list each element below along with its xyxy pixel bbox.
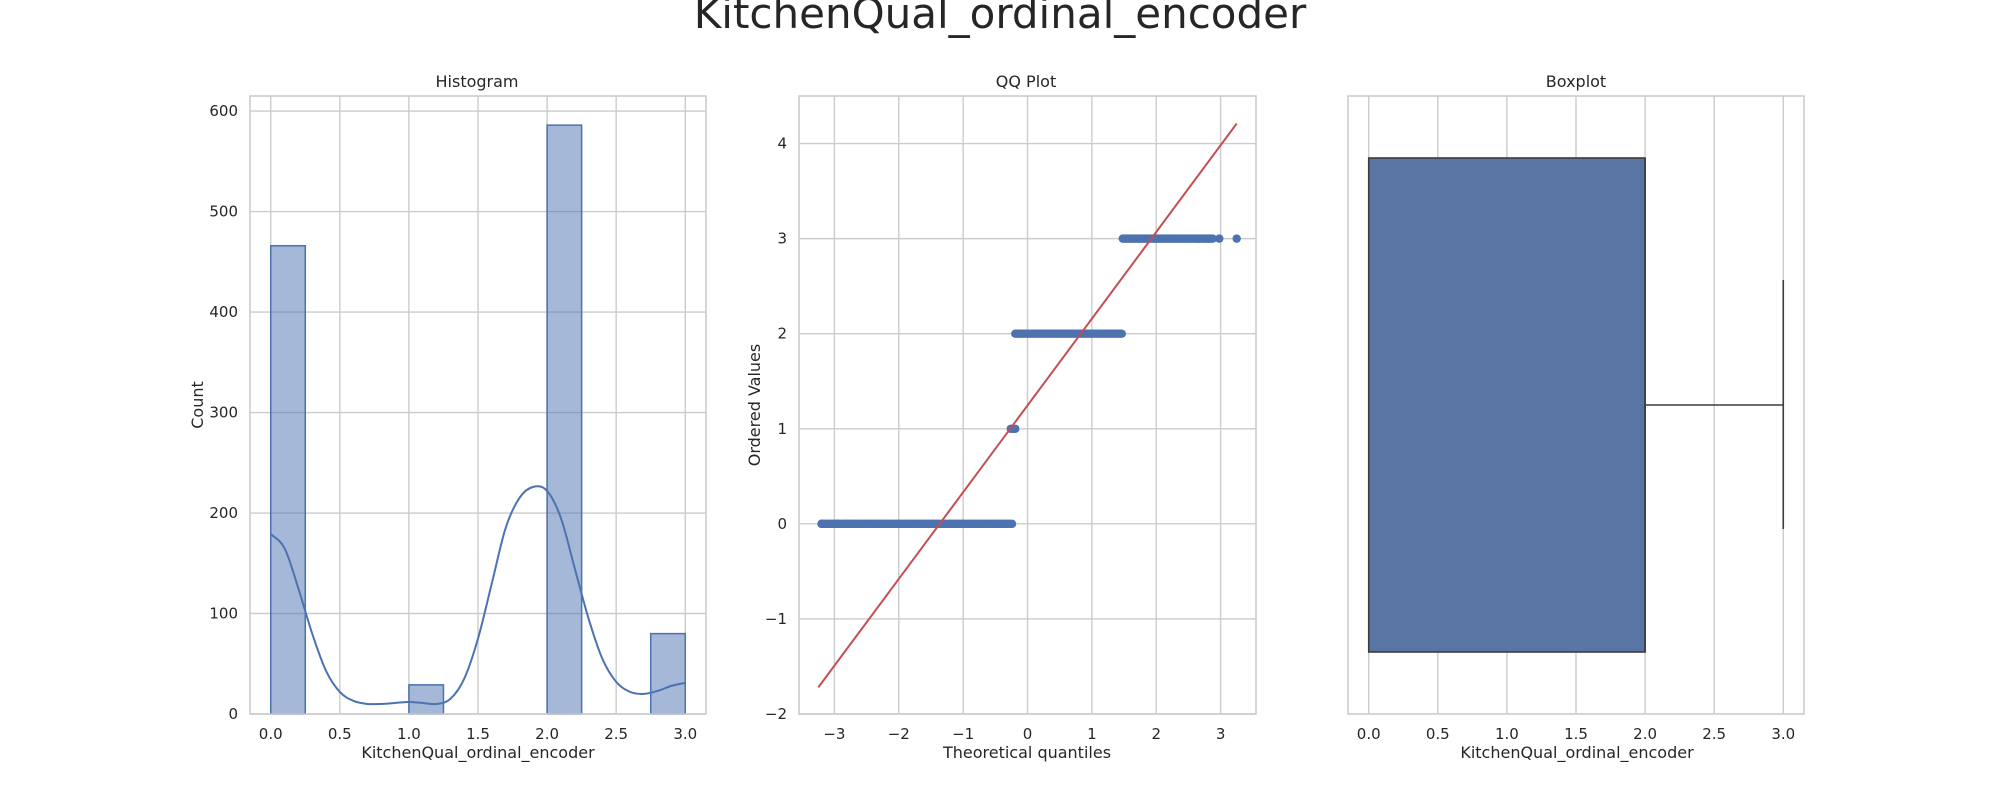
histogram-ticks: 0.0 0.5 1.0 1.5 2.0 2.5 3.0 0 100 200 300 400 500 600 <box>209 102 697 743</box>
qq-plot-xtick-label: −3 <box>823 725 845 743</box>
qq-plot-point <box>833 519 842 529</box>
qq-plot-ytick-label: 3 <box>777 230 787 248</box>
histogram-xtick-label: 3.0 <box>673 725 697 743</box>
qq-plot-panel: QQ Plot −3 −2 −1 0 1 2 3 −2 −1 0 1 2 3 4 Theoretical … <box>745 72 1257 762</box>
histogram-xtick-label: 0.5 <box>328 725 352 743</box>
histogram-ylabel: Count <box>188 381 207 429</box>
qq-plot-xtick-label: 3 <box>1216 725 1226 743</box>
boxplot-xtick-label: 1.0 <box>1495 725 1519 743</box>
qq-plot-ytick-label: 4 <box>777 135 787 153</box>
histogram-frame <box>249 95 707 715</box>
qq-plot-title: QQ Plot <box>996 72 1056 91</box>
qq-plot-xtick-label: 1 <box>1087 725 1097 743</box>
histogram-ytick-label: 0 <box>228 705 238 723</box>
histogram-xtick-label: 1.0 <box>397 725 421 743</box>
histogram-xlabel: KitchenQual_ordinal_encoder <box>361 743 595 763</box>
histogram-bar <box>546 124 583 715</box>
qq-plot-point <box>843 519 852 529</box>
boxplot-frame <box>1347 95 1805 715</box>
qq-plot-point <box>1203 234 1212 243</box>
qq-plot-ticks: −3 −2 −1 0 1 2 3 −2 −1 0 1 2 3 4 <box>765 135 1225 743</box>
boxplot-title: Boxplot <box>1546 72 1606 91</box>
histogram-bars <box>269 124 687 715</box>
qq-plot-point <box>1193 234 1203 243</box>
boxplot-xtick-label: 0.5 <box>1426 725 1450 743</box>
qq-plot-xtick-label: −1 <box>952 725 974 743</box>
qq-plot-ytick-label: −2 <box>765 705 787 723</box>
histogram-ytick-label: 600 <box>209 102 238 120</box>
qq-plot-point <box>1232 234 1241 243</box>
qq-plot-xtick-label: −2 <box>888 725 910 743</box>
qq-plot-fit-line <box>817 122 1238 688</box>
qq-plot-points <box>817 234 1241 529</box>
qq-plot-ytick-label: −1 <box>765 610 787 628</box>
qq-plot-xtick-label: 2 <box>1151 725 1161 743</box>
boxplot-xtick-label: 0.0 <box>1357 725 1381 743</box>
histogram-bar <box>649 632 687 715</box>
histogram-panel: Histogram 0.0 0.5 1.0 1.5 2.0 2.5 3.0 0 100 200 30… <box>188 72 707 763</box>
histogram-ytick-label: 200 <box>209 504 238 522</box>
qq-plot-point <box>817 519 826 529</box>
histogram-bar <box>408 684 445 715</box>
qq-plot-frame <box>798 95 1257 715</box>
qq-plot-point <box>1117 329 1126 338</box>
boxplot-xlabel: KitchenQual_ordinal_encoder <box>1460 743 1694 763</box>
boxplot-xtick-label: 3.0 <box>1771 725 1795 743</box>
qq-plot-point <box>1011 424 1020 433</box>
histogram-xtick-label: 2.0 <box>535 725 559 743</box>
boxplot-ticks: 0.0 0.5 1.0 1.5 2.0 2.5 3.0 <box>1357 725 1795 743</box>
histogram-xtick-label: 0.0 <box>259 725 283 743</box>
qq-plot-ytick-label: 0 <box>777 515 787 533</box>
histogram-kde-line <box>270 485 686 706</box>
qq-plot-ylabel: Ordered Values <box>745 344 764 466</box>
boxplot-box-group <box>1367 157 1785 653</box>
qq-plot-ytick-label: 1 <box>777 420 787 438</box>
qq-plot-xlabel: Theoretical quantiles <box>942 743 1111 762</box>
qq-plot-ytick-label: 2 <box>777 325 787 343</box>
figure-title: KitchenQual_ordinal_encoder <box>694 0 1307 38</box>
boxplot-xtick-label: 2.0 <box>1633 725 1657 743</box>
histogram-title: Histogram <box>436 72 519 91</box>
boxplot-panel: Boxplot 0.0 0.5 1.0 1.5 2.0 2.5 3.0 KitchenQua… <box>1347 72 1805 763</box>
histogram-xtick-label: 1.5 <box>466 725 490 743</box>
qq-plot-point <box>1215 234 1224 243</box>
histogram-ytick-label: 400 <box>209 303 238 321</box>
histogram-ytick-label: 100 <box>209 605 238 623</box>
boxplot-box <box>1367 157 1646 653</box>
histogram-ytick-label: 300 <box>209 404 238 422</box>
histogram-ytick-label: 500 <box>209 203 238 221</box>
qq-plot-point <box>1007 519 1017 529</box>
histogram-grid <box>250 96 706 715</box>
qq-plot-point <box>854 519 864 529</box>
histogram-bar <box>269 244 307 715</box>
boxplot-xtick-label: 1.5 <box>1564 725 1588 743</box>
histogram-xtick-label: 2.5 <box>604 725 628 743</box>
boxplot-xtick-label: 2.5 <box>1702 725 1726 743</box>
qq-plot-xtick-label: 0 <box>1023 725 1033 743</box>
